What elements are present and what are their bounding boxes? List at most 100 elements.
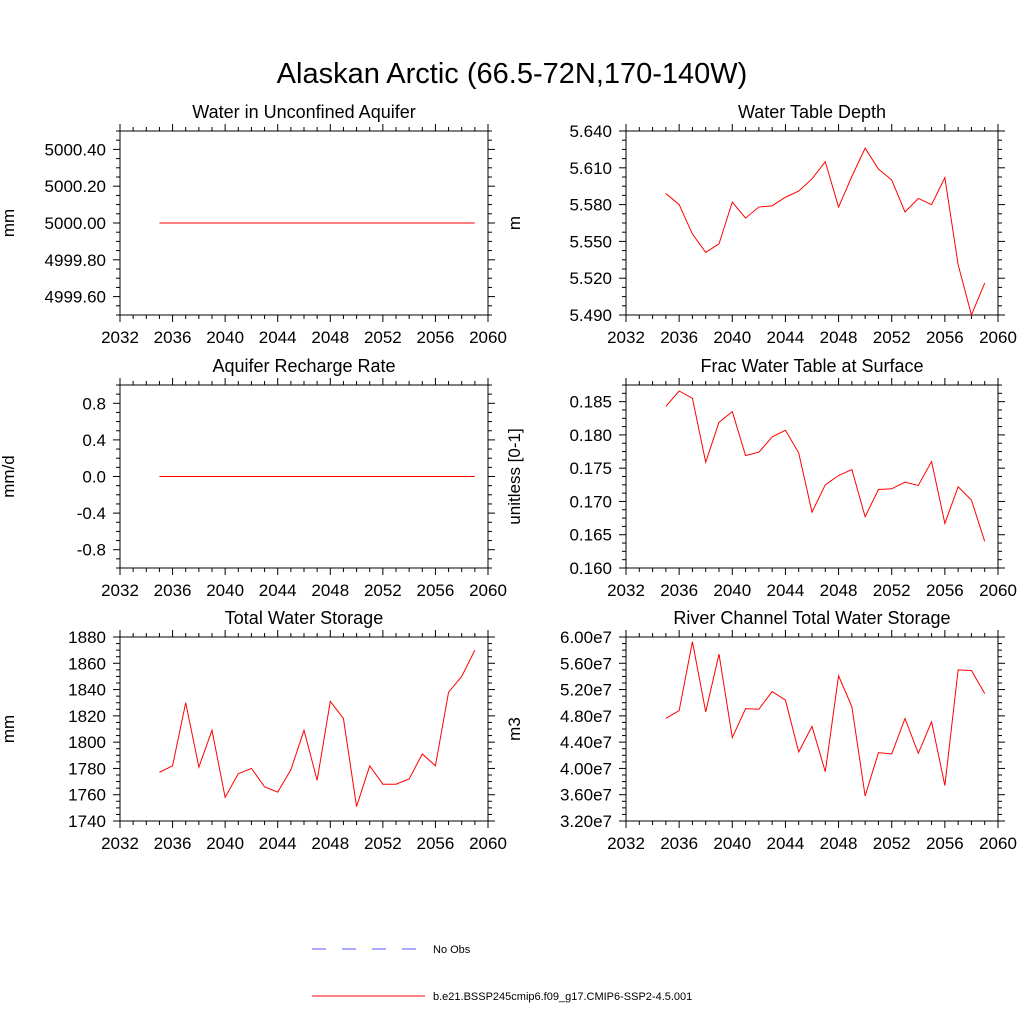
x-tick-label: 2052 — [364, 328, 402, 347]
x-tick-label: 2060 — [979, 328, 1017, 347]
plot-frame — [625, 636, 999, 822]
x-tick-label: 2036 — [660, 581, 698, 600]
y-tick-label: 1780 — [68, 759, 106, 778]
x-tick-label: 2048 — [820, 581, 858, 600]
y-tick-label: 3.60e7 — [560, 786, 612, 805]
legend-label-model: b.e21.BSSP245cmip6.f09_g17.CMIP6-SSP2-4.… — [433, 991, 692, 1003]
x-tick-label: 2048 — [311, 834, 349, 853]
y-axis-label: mm — [0, 715, 18, 743]
series-line — [665, 390, 986, 542]
x-tick-label: 2036 — [154, 834, 192, 853]
y-tick-label: 5.60e7 — [560, 654, 612, 673]
y-axis-label: unitless [0-1] — [505, 428, 524, 524]
y-tick-label: 1800 — [68, 733, 106, 752]
y-tick-label: 1840 — [68, 681, 106, 700]
panel-river-channel-total-water-storage: River Channel Total Water Storage 2032 203… — [505, 608, 1017, 853]
panel-title: Water in Unconfined Aquifer — [192, 102, 415, 122]
panel-water-table-depth: Water Table Depth 2032 2036 2040 2044 2048 205… — [505, 102, 1017, 347]
x-tick-label: 2052 — [873, 328, 911, 347]
x-tick-label: 2052 — [364, 834, 402, 853]
x-tick-label: 2040 — [713, 328, 751, 347]
x-tick-label: 2032 — [607, 328, 645, 347]
y-tick-label: 5000.20 — [45, 177, 106, 196]
y-tick-label: 1880 — [68, 628, 106, 647]
y-axis-label: mm — [0, 209, 18, 237]
x-tick-label: 2060 — [469, 328, 507, 347]
x-tick-label: 2060 — [469, 581, 507, 600]
y-tick-label: 5.490 — [569, 306, 612, 325]
x-tick-label: 2040 — [713, 581, 751, 600]
y-tick-label: 5.640 — [569, 122, 612, 141]
x-tick-label: 2060 — [469, 834, 507, 853]
plot-frame — [625, 130, 999, 316]
x-tick-label: 2044 — [259, 581, 297, 600]
y-tick-label: 1820 — [68, 707, 106, 726]
x-tick-label: 2044 — [767, 834, 805, 853]
x-tick-label: 2048 — [820, 328, 858, 347]
legend: No Obs b.e21.BSSP245cmip6.f09_g17.CMIP6-… — [312, 944, 692, 1003]
x-tick-label: 2032 — [101, 834, 139, 853]
panel-title: River Channel Total Water Storage — [673, 608, 950, 628]
x-tick-label: 2052 — [873, 581, 911, 600]
x-tick-label: 2040 — [713, 834, 751, 853]
x-tick-label: 2032 — [101, 328, 139, 347]
y-tick-label: 4999.80 — [45, 251, 106, 270]
x-tick-label: 2044 — [259, 328, 297, 347]
x-tick-label: 2056 — [417, 834, 455, 853]
x-tick-label: 2060 — [979, 581, 1017, 600]
x-tick-label: 2040 — [206, 834, 244, 853]
x-tick-label: 2056 — [417, 581, 455, 600]
x-tick-label: 2056 — [926, 328, 964, 347]
y-tick-label: 0.175 — [569, 459, 612, 478]
y-tick-label: 5.550 — [569, 232, 612, 251]
panel-total-water-storage: Total Water Storage 2032 2036 2040 2044 2048 2… — [0, 608, 507, 853]
x-tick-label: 2060 — [979, 834, 1017, 853]
y-axis-label: m — [505, 216, 524, 230]
y-tick-label: 0.0 — [82, 468, 106, 487]
y-axis-label: m3 — [505, 717, 524, 741]
y-tick-label: 1740 — [68, 812, 106, 831]
y-tick-label: 0.8 — [82, 394, 106, 413]
legend-label-no-obs: No Obs — [433, 944, 471, 956]
x-tick-label: 2044 — [259, 834, 297, 853]
panel-title: Frac Water Table at Surface — [700, 356, 923, 376]
x-tick-label: 2056 — [926, 834, 964, 853]
y-tick-label: 0.185 — [569, 393, 612, 412]
y-tick-label: 5.520 — [569, 269, 612, 288]
x-tick-label: 2032 — [101, 581, 139, 600]
x-tick-label: 2048 — [311, 581, 349, 600]
x-tick-label: 2056 — [417, 328, 455, 347]
x-tick-label: 2032 — [607, 834, 645, 853]
panel-title: Water Table Depth — [738, 102, 886, 122]
y-tick-label: 6.00e7 — [560, 628, 612, 647]
x-tick-label: 2032 — [607, 581, 645, 600]
y-tick-label: 4.40e7 — [560, 733, 612, 752]
x-tick-label: 2048 — [311, 328, 349, 347]
figure-title: Alaskan Arctic (66.5-72N,170-140W) — [277, 58, 748, 90]
series-line — [665, 641, 986, 797]
panel-water-in-unconfined-aquifer: Water in Unconfined Aquifer 2032 2036 2040 2… — [0, 102, 507, 347]
x-tick-label: 2036 — [154, 581, 192, 600]
y-tick-label: -0.8 — [77, 541, 106, 560]
y-tick-label: 5000.00 — [45, 214, 106, 233]
x-tick-label: 2044 — [767, 581, 805, 600]
y-tick-label: 0.165 — [569, 526, 612, 545]
y-tick-label: 0.180 — [569, 426, 612, 445]
y-tick-label: 0.170 — [569, 492, 612, 511]
x-tick-label: 2044 — [767, 328, 805, 347]
y-tick-label: 4.00e7 — [560, 759, 612, 778]
y-tick-label: 4999.60 — [45, 288, 106, 307]
x-tick-label: 2056 — [926, 581, 964, 600]
y-tick-label: 5000.40 — [45, 140, 106, 159]
y-tick-label: 3.20e7 — [560, 812, 612, 831]
x-tick-label: 2040 — [206, 581, 244, 600]
panel-title: Total Water Storage — [225, 608, 383, 628]
panel-aquifer-recharge-rate: Aquifer Recharge Rate 2032 2036 2040 2044 204… — [0, 356, 507, 600]
plot-frame — [625, 384, 999, 569]
x-tick-label: 2036 — [660, 834, 698, 853]
x-tick-label: 2036 — [660, 328, 698, 347]
y-axis-label: mm/d — [0, 455, 18, 498]
y-tick-label: 1760 — [68, 786, 106, 805]
y-tick-label: 4.80e7 — [560, 707, 612, 726]
